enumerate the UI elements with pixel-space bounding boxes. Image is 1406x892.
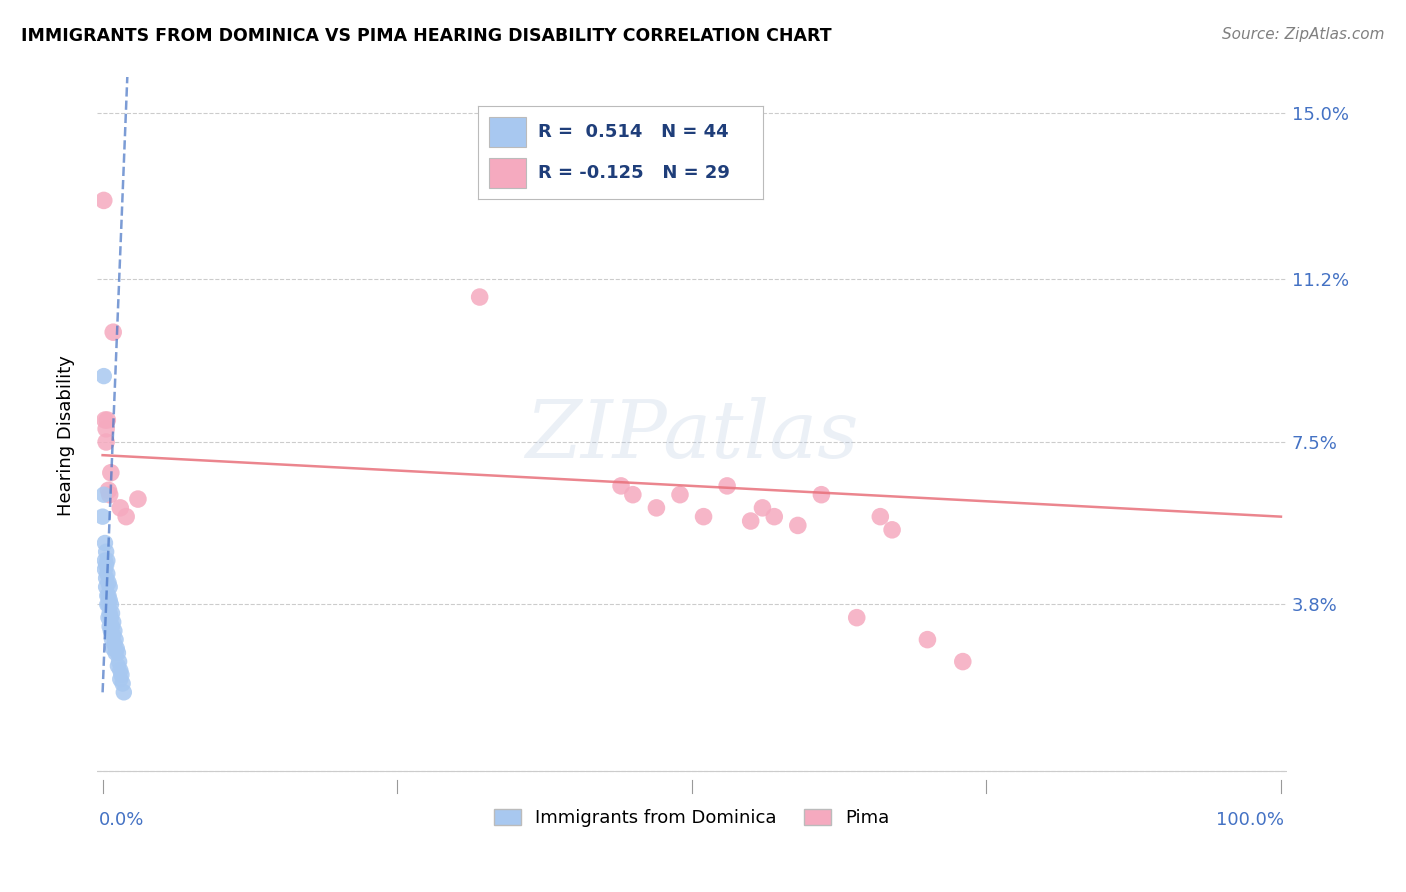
Point xyxy=(100,624,122,638)
Point xyxy=(100,466,122,480)
Point xyxy=(94,571,117,585)
Point xyxy=(94,422,117,436)
Point xyxy=(110,500,132,515)
Point xyxy=(101,632,124,647)
Point xyxy=(810,488,832,502)
Point xyxy=(97,610,120,624)
Point xyxy=(100,598,122,612)
Point xyxy=(669,488,692,502)
Point xyxy=(94,536,117,550)
Point xyxy=(94,553,117,567)
Point xyxy=(751,500,773,515)
Y-axis label: Hearing Disability: Hearing Disability xyxy=(58,355,75,516)
Point xyxy=(100,610,122,624)
Point xyxy=(110,667,132,681)
Point xyxy=(103,641,125,656)
Point xyxy=(621,488,644,502)
Text: 0.0%: 0.0% xyxy=(98,811,145,829)
Point xyxy=(98,619,121,633)
Text: ZIPatlas: ZIPatlas xyxy=(524,397,859,475)
Point xyxy=(97,483,120,498)
Point xyxy=(91,509,114,524)
Point xyxy=(869,509,891,524)
Point xyxy=(107,659,129,673)
Point xyxy=(94,413,117,427)
Point xyxy=(93,488,115,502)
Text: Source: ZipAtlas.com: Source: ZipAtlas.com xyxy=(1222,27,1385,42)
Point xyxy=(111,676,134,690)
Point xyxy=(94,562,117,576)
Point xyxy=(98,488,121,502)
Point xyxy=(610,479,633,493)
Point xyxy=(94,580,117,594)
Point xyxy=(786,518,808,533)
Point xyxy=(98,607,121,621)
Point xyxy=(96,413,118,427)
Point xyxy=(468,290,491,304)
Point xyxy=(917,632,939,647)
Point xyxy=(880,523,903,537)
Point xyxy=(104,646,127,660)
Point xyxy=(105,641,128,656)
Point xyxy=(97,589,120,603)
Legend: Immigrants from Dominica, Pima: Immigrants from Dominica, Pima xyxy=(486,802,897,834)
Point xyxy=(645,500,668,515)
Point xyxy=(763,509,786,524)
Point xyxy=(101,619,124,633)
Point xyxy=(716,479,738,493)
Point xyxy=(692,509,714,524)
Point xyxy=(103,637,125,651)
Point xyxy=(96,598,118,612)
Point xyxy=(110,672,132,686)
Point xyxy=(97,575,120,590)
Point xyxy=(98,580,121,594)
Point xyxy=(103,615,125,629)
Point xyxy=(107,646,129,660)
Point xyxy=(103,325,125,339)
Point xyxy=(110,664,132,678)
Point xyxy=(93,369,115,384)
Point xyxy=(112,685,135,699)
Point xyxy=(94,558,117,572)
Point xyxy=(952,655,974,669)
Point xyxy=(94,434,117,449)
Point xyxy=(115,509,138,524)
Text: 100.0%: 100.0% xyxy=(1216,811,1285,829)
Point xyxy=(103,624,125,638)
Point xyxy=(127,492,149,507)
Point xyxy=(108,655,131,669)
Point xyxy=(98,593,121,607)
Point xyxy=(96,566,118,581)
Point xyxy=(96,553,118,567)
Point xyxy=(103,628,125,642)
Point xyxy=(96,589,118,603)
Point xyxy=(845,610,868,624)
Point xyxy=(97,598,120,612)
Point xyxy=(93,194,115,208)
Point xyxy=(740,514,762,528)
Point xyxy=(101,607,124,621)
Point xyxy=(104,632,127,647)
Text: IMMIGRANTS FROM DOMINICA VS PIMA HEARING DISABILITY CORRELATION CHART: IMMIGRANTS FROM DOMINICA VS PIMA HEARING… xyxy=(21,27,832,45)
Point xyxy=(94,545,117,559)
